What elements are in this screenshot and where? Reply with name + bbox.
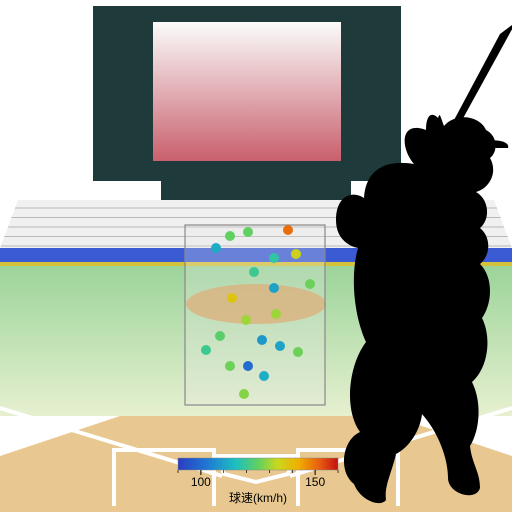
pitch-marker — [201, 345, 211, 355]
colorbar-label: 球速(km/h) — [229, 491, 287, 505]
pitch-marker — [291, 249, 301, 259]
pitch-marker — [275, 341, 285, 351]
colorbar-tick-label: 150 — [305, 475, 325, 489]
pitch-marker — [269, 283, 279, 293]
strike-zone — [185, 225, 325, 405]
pitch-marker — [243, 227, 253, 237]
pitch-marker — [269, 253, 279, 263]
pitch-marker — [249, 267, 259, 277]
pitch-marker — [225, 361, 235, 371]
pitch-marker — [305, 279, 315, 289]
pitch-marker — [215, 331, 225, 341]
pitch-marker — [211, 243, 221, 253]
scoreboard-screen — [153, 22, 341, 161]
pitch-marker — [293, 347, 303, 357]
pitch-marker — [227, 293, 237, 303]
pitch-marker — [271, 309, 281, 319]
pitch-marker — [225, 231, 235, 241]
colorbar-tick-label: 100 — [191, 475, 211, 489]
pitch-marker — [259, 371, 269, 381]
pitch-marker — [257, 335, 267, 345]
pitch-marker — [283, 225, 293, 235]
colorbar — [178, 458, 338, 470]
pitch-marker — [243, 361, 253, 371]
pitch-marker — [241, 315, 251, 325]
pitch-marker — [239, 389, 249, 399]
pitch-location-chart: 100 150 球速(km/h) — [0, 0, 512, 512]
